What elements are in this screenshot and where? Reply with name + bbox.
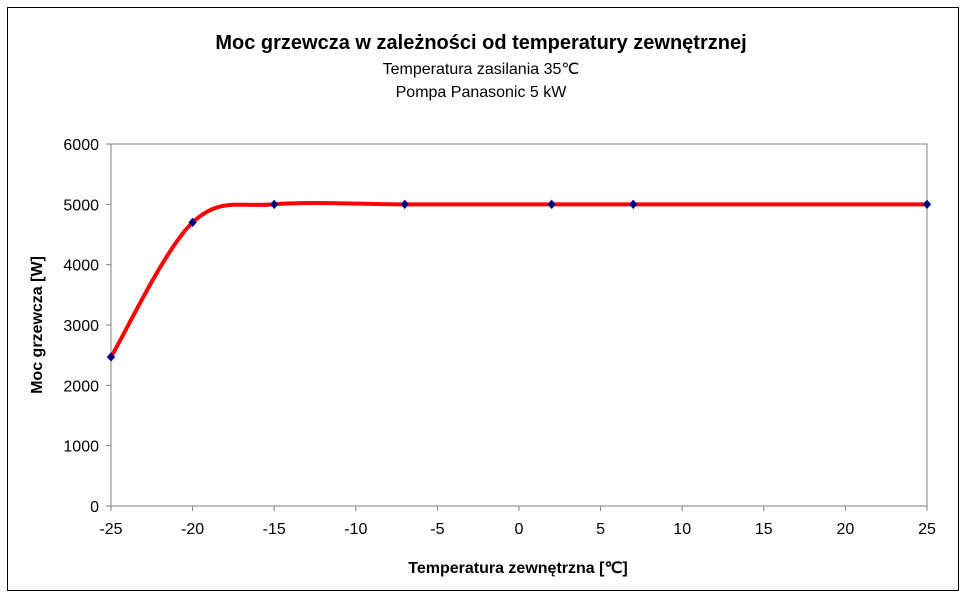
y-tick-label: 2000 — [63, 378, 99, 395]
data-point — [269, 199, 279, 210]
x-tick-label: -20 — [181, 521, 204, 538]
x-tick-label: 15 — [755, 521, 773, 538]
data-point — [922, 199, 932, 210]
data-point — [547, 199, 556, 210]
data-point — [188, 217, 197, 228]
data-point — [106, 352, 116, 362]
x-tick-label: 10 — [673, 521, 691, 538]
data-point — [628, 199, 638, 210]
chart-subtitle-2: Pompa Panasonic 5 kW — [396, 84, 568, 101]
y-tick-label: 6000 — [63, 137, 99, 154]
x-tick-label: -25 — [99, 521, 122, 538]
y-tick-label: 5000 — [63, 197, 99, 214]
y-axis-label: Moc grzewcza [W] — [29, 256, 46, 394]
x-tick-label: -15 — [263, 521, 286, 538]
y-tick-label: 4000 — [63, 258, 99, 275]
x-tick-label: -10 — [344, 521, 367, 538]
chart-frame — [7, 7, 959, 591]
y-tick-label: 3000 — [63, 318, 99, 335]
plot-area — [110, 143, 928, 507]
x-tick-label: 0 — [515, 521, 524, 538]
x-tick-label: 5 — [596, 521, 605, 538]
x-tick-label: 20 — [837, 521, 855, 538]
y-tick-label: 0 — [90, 499, 99, 516]
x-tick-label: -5 — [430, 521, 444, 538]
data-point — [400, 199, 410, 210]
series-line — [109, 200, 927, 359]
y-tick-label: 1000 — [63, 439, 99, 456]
x-tick-label: 25 — [918, 521, 936, 538]
chart-title: Moc grzewcza w zależności od temperatury… — [215, 32, 746, 54]
x-axis-label: Temperatura zewnętrzna [℃] — [408, 560, 628, 577]
chart-subtitle-1: Temperatura zasilania 35℃ — [383, 61, 580, 78]
